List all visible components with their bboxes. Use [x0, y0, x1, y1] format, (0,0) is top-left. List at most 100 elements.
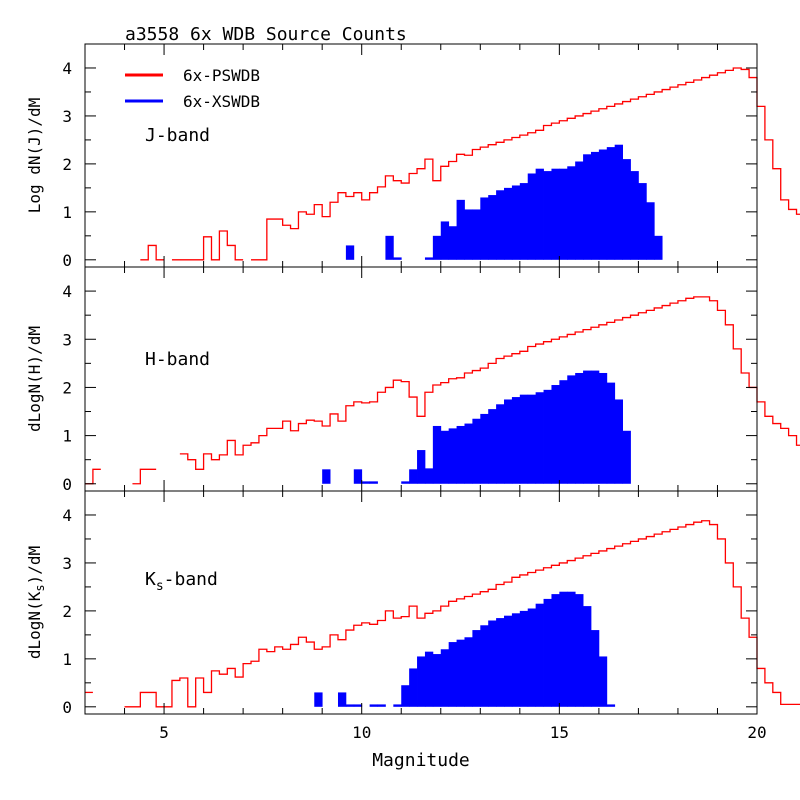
- panels: 0 1 2 3 4 J-band Log dN(J)/dM 0 1 2 3 4 H-band dLogN(…: [25, 43, 800, 742]
- xswdb-bar: [535, 168, 544, 260]
- x-tick-label: 20: [747, 723, 766, 742]
- xswdb-bar: [527, 173, 537, 260]
- y-tick-label: 1: [62, 650, 72, 669]
- xswdb-bar: [417, 656, 426, 707]
- xswdb-bar: [393, 257, 402, 260]
- xswdb-bar: [440, 430, 450, 484]
- xswdb-bar: [488, 620, 497, 707]
- xswdb-bar: [614, 399, 623, 484]
- y-tick-label: 3: [62, 554, 72, 573]
- xswdb-bar: [559, 168, 568, 260]
- panel-2: 0 1 2 3 4 H-band dLogN(H)/dM: [25, 266, 800, 494]
- xswdb-bar: [543, 171, 552, 260]
- xswdb-bar: [496, 618, 505, 707]
- panel-3: 0 1 2 3 4 5 10 15 20 Ks-band dLogN(Ks)/dM: [25, 490, 800, 742]
- xswdb-bar: [464, 209, 473, 260]
- y-tick-label: 2: [62, 155, 72, 174]
- xswdb-bar: [401, 481, 410, 484]
- xswdb-bar: [504, 187, 513, 260]
- xswdb-bar: [527, 608, 537, 707]
- xswdb-bar: [417, 450, 426, 484]
- xswdb-bar: [551, 385, 560, 484]
- y-tick-label: 0: [62, 251, 72, 270]
- xswdb-bar: [511, 613, 521, 707]
- x-tick-label: 15: [550, 723, 569, 742]
- xswdb-bar: [551, 594, 560, 707]
- xswdb-bar: [448, 428, 457, 484]
- xswdb-bar: [606, 147, 616, 260]
- xswdb-bar: [598, 372, 608, 484]
- xswdb-bar: [472, 418, 481, 484]
- xswdb-bar: [543, 389, 552, 484]
- xswdb-bar: [559, 380, 568, 484]
- xswdb-bar: [583, 154, 592, 260]
- y-axis-label: Log dN(J)/dM: [25, 98, 44, 214]
- xswdb-bar: [598, 656, 608, 707]
- xswdb-bar: [575, 161, 584, 260]
- xswdb-bar: [480, 413, 489, 484]
- xswdb-bar: [440, 649, 450, 707]
- y-tick-label: 3: [62, 330, 72, 349]
- xswdb-bar: [583, 606, 592, 707]
- xswdb-bar: [575, 372, 584, 484]
- xswdb-bar: [322, 469, 331, 484]
- pswdb-step-line: [124, 520, 800, 708]
- xswdb-bar: [559, 591, 568, 707]
- xswdb-bar: [504, 399, 513, 484]
- band-label: Ks-band: [145, 569, 218, 594]
- xswdb-bar: [606, 704, 616, 707]
- xswdb-bar: [432, 654, 442, 707]
- xswdb-bar: [488, 195, 497, 260]
- y-tick-label: 2: [62, 602, 72, 621]
- legend-label-xsw: 6x-XSWDB: [183, 92, 260, 111]
- xswdb-bar: [369, 704, 378, 707]
- xswdb-bar: [345, 245, 355, 260]
- xswdb-bar: [646, 202, 655, 260]
- xswdb-bar: [401, 685, 410, 707]
- chart-title: a3558 6x WDB Source Counts: [125, 24, 407, 45]
- x-tick-label: 5: [159, 723, 169, 742]
- xswdb-bar: [551, 168, 560, 260]
- xswdb-bar: [456, 639, 465, 707]
- xswdb-bar: [432, 235, 442, 260]
- y-tick-label: 4: [62, 506, 72, 525]
- xswdb-bar: [377, 704, 386, 707]
- y-tick-label: 1: [62, 203, 72, 222]
- y-tick-label: 3: [62, 107, 72, 126]
- xswdb-bar: [345, 704, 355, 707]
- xswdb-bar: [472, 630, 481, 707]
- xswdb-bar: [448, 642, 457, 707]
- xswdb-bar: [480, 625, 489, 707]
- pswdb-step-line: [132, 468, 157, 485]
- y-tick-label: 4: [62, 282, 72, 301]
- xswdb-bar: [409, 469, 418, 484]
- xswdb-bar: [314, 692, 323, 707]
- xswdb-bar: [654, 235, 663, 260]
- xswdb-bar: [369, 481, 378, 484]
- xswdb-bar: [606, 382, 616, 484]
- xswdb-bar: [361, 481, 371, 484]
- xswdb-bar: [456, 199, 465, 260]
- xswdb-bar: [583, 370, 592, 484]
- pswdb-step-line: [171, 230, 244, 261]
- xswdb-bar: [590, 370, 600, 484]
- panel-frame: [84, 490, 758, 715]
- xswdb-bar: [535, 392, 544, 484]
- xswdb-bar: [590, 151, 600, 260]
- xswdb-bar: [464, 637, 473, 707]
- xswdb-bar: [424, 468, 434, 484]
- pswdb-step-line: [85, 468, 101, 485]
- pswdb-step-line: [179, 296, 800, 470]
- xswdb-bar: [511, 397, 521, 484]
- xswdb-bar: [622, 159, 631, 260]
- xswdb-bar: [353, 704, 363, 707]
- legend: 6x-PSWDB 6x-XSWDB: [125, 66, 260, 111]
- xswdb-bar: [496, 190, 505, 260]
- y-axis-label: dLogN(Ks)/dM: [25, 546, 47, 659]
- xswdb-bar: [440, 221, 450, 260]
- xswdb-bar: [567, 591, 576, 707]
- xswdb-bar: [567, 166, 576, 260]
- xswdb-bar: [353, 469, 363, 484]
- xswdb-bar: [535, 603, 544, 707]
